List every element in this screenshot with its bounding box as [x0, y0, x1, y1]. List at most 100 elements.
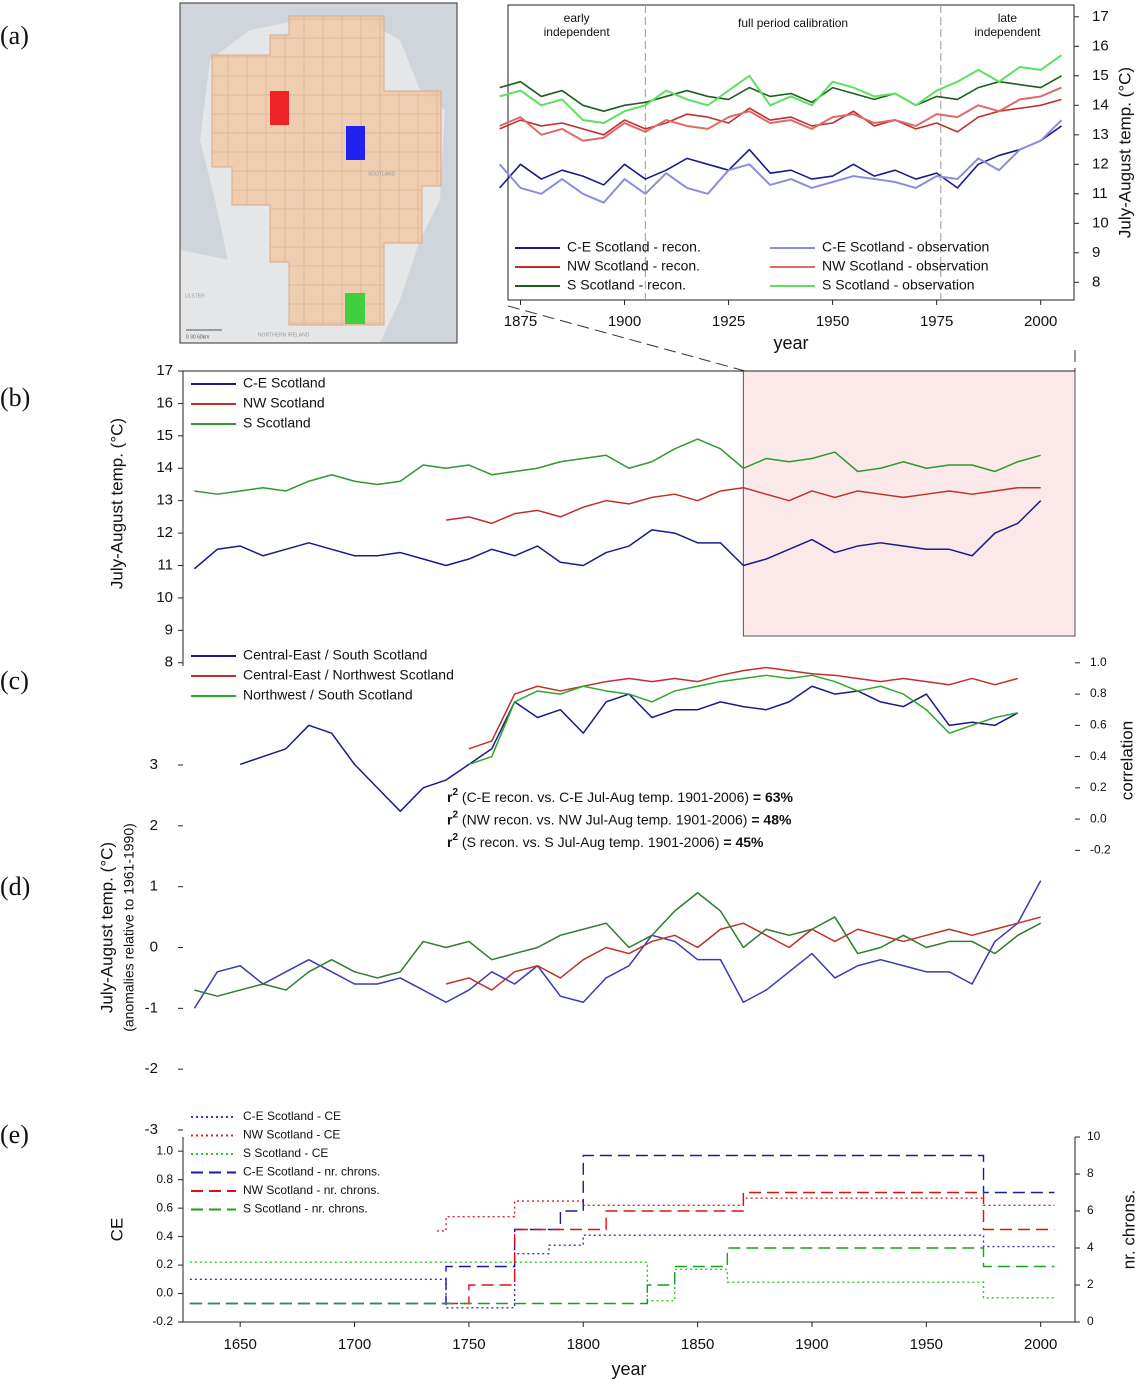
- x-tick-label: 1750: [452, 1336, 485, 1353]
- x-axis-title: year: [773, 333, 808, 353]
- y-tick-label: 16: [156, 394, 173, 411]
- y-tick-label: 0.8: [1090, 686, 1107, 700]
- step-line: [446, 1191, 1055, 1305]
- scale-label: 0 30 60km: [186, 334, 209, 340]
- zoom-line: [507, 305, 746, 372]
- y-tick-label: 0.0: [1090, 811, 1107, 825]
- x-tick-label: 1900: [795, 1336, 828, 1353]
- x-tick-label: 1800: [567, 1336, 600, 1353]
- y-tick-label: 0.4: [1090, 749, 1107, 763]
- x-tick-label: 1850: [681, 1336, 714, 1353]
- period-label: early: [564, 11, 590, 25]
- y-tick-label: 0.6: [1090, 718, 1107, 732]
- step-line: [189, 1261, 1055, 1302]
- map-label: NORTHERN IRELAND: [258, 332, 310, 338]
- map: SCOTLAND ULSTER NORTHERN IRELAND 0 30 60…: [180, 3, 457, 343]
- series-line: [468, 666, 1019, 750]
- y2-tick-label: 10: [1087, 1129, 1101, 1143]
- series-line: [194, 892, 1042, 997]
- y2-tick-label: 4: [1087, 1240, 1094, 1254]
- y2-tick-label: 8: [1087, 1166, 1094, 1180]
- period-label: independent: [974, 25, 1041, 39]
- y-tick-label: -0.2: [152, 1314, 173, 1328]
- annotation-sup: 2: [452, 787, 458, 798]
- y-tick-label: -2: [145, 1060, 158, 1077]
- legend-label: S Scotland - observation: [822, 277, 975, 293]
- legend-label: C-E Scotland - recon.: [567, 239, 701, 255]
- y-tick-label: 11: [1092, 185, 1108, 202]
- panel-label: (a): [0, 21, 29, 50]
- y-tick-label: 17: [156, 362, 173, 379]
- legend-label: S Scotland - recon.: [567, 277, 686, 293]
- legend-label: NW Scotland - nr. chrons.: [243, 1183, 380, 1197]
- series-line: [193, 880, 1042, 1009]
- y-tick-label: 10: [156, 589, 173, 606]
- legend-label: NW Scotland - CE: [243, 1128, 340, 1142]
- legend-label: S Scotland: [243, 415, 311, 431]
- x-tick-label: 1975: [920, 313, 953, 330]
- y-tick-label: 9: [165, 621, 173, 638]
- y-tick-label: 0.8: [156, 1172, 173, 1186]
- legend-label: NW Scotland - observation: [822, 258, 989, 274]
- y-tick-label: 8: [1092, 273, 1100, 290]
- legend-label: NW Scotland: [243, 395, 325, 411]
- annotation-sup: 2: [452, 809, 458, 820]
- annotation-result: = 45%: [723, 834, 764, 850]
- annotation-result: = 63%: [753, 789, 794, 805]
- y-tick-label: 2: [150, 817, 158, 834]
- y-tick-label: 11: [157, 556, 173, 573]
- panel-label: (c): [0, 666, 29, 695]
- legend-label: C-E Scotland - CE: [243, 1109, 341, 1123]
- panel-label: (b): [0, 383, 30, 412]
- grid-area: [211, 15, 442, 326]
- map-land-ireland: [180, 250, 270, 343]
- nw-region: [270, 91, 289, 125]
- y-tick-label: 13: [1092, 126, 1109, 143]
- series-line: [445, 486, 1041, 525]
- x-tick-label: 1925: [712, 313, 745, 330]
- period-label: late: [998, 11, 1018, 25]
- annotation-symbol: r: [447, 789, 453, 805]
- legend-label: Central-East / South Scotland: [243, 647, 427, 663]
- y-tick-label: -0.2: [1090, 843, 1111, 857]
- step-line: [189, 1154, 1055, 1305]
- series-line: [499, 125, 1062, 189]
- series-line: [468, 674, 1018, 766]
- period-label: independent: [544, 25, 611, 39]
- y-tick-label: 1.0: [1090, 655, 1107, 669]
- y2-tick-label: 2: [1087, 1277, 1094, 1291]
- y-tick-label: 16: [1092, 37, 1109, 54]
- y2-tick-label: 0: [1087, 1314, 1094, 1328]
- x-tick-label: 1700: [338, 1336, 371, 1353]
- y-axis-title: CE: [107, 1218, 126, 1242]
- y-tick-label: 13: [156, 492, 173, 509]
- legend-label: C-E Scotland: [243, 375, 325, 391]
- y-tick-label: 0.2: [1090, 780, 1107, 794]
- y-axis-title: July-August temp. (°C): [107, 418, 126, 589]
- legend-label: S Scotland - nr. chrons.: [243, 1202, 368, 1216]
- legend-label: C-E Scotland - nr. chrons.: [243, 1165, 380, 1179]
- y2-axis-title: nr. chrons.: [1119, 1190, 1138, 1269]
- y-axis-title: correlation: [1117, 721, 1136, 800]
- y-tick-label: 3: [150, 756, 158, 773]
- y-tick-label: 0.6: [156, 1200, 173, 1214]
- x-axis-title: year: [611, 1359, 646, 1379]
- y-axis-title: July-August temp. (°C): [97, 842, 116, 1013]
- x-tick-label: 1900: [608, 313, 641, 330]
- y-tick-label: 9: [1092, 244, 1100, 261]
- series-line: [445, 916, 1041, 991]
- map-frame: [179, 2, 458, 344]
- step-line: [189, 1234, 1055, 1309]
- y-tick-label: 15: [156, 427, 173, 444]
- annotation-text: (NW recon. vs. NW Jul-Aug temp. 1901-200…: [458, 811, 751, 827]
- annotation-sup: 2: [452, 832, 458, 843]
- annotation-text: (S recon. vs. S Jul-Aug temp. 1901-2006): [458, 834, 723, 850]
- x-tick-label: 1950: [816, 313, 849, 330]
- legend-label: Central-East / Northwest Scotland: [243, 667, 454, 683]
- legend-label: S Scotland - CE: [243, 1146, 328, 1160]
- y-tick-label: 1.0: [156, 1143, 173, 1157]
- s-region: [345, 293, 365, 324]
- series-line: [499, 86, 1062, 142]
- highlight-region: [742, 370, 1076, 637]
- x-tick-label: 2000: [1024, 1336, 1057, 1353]
